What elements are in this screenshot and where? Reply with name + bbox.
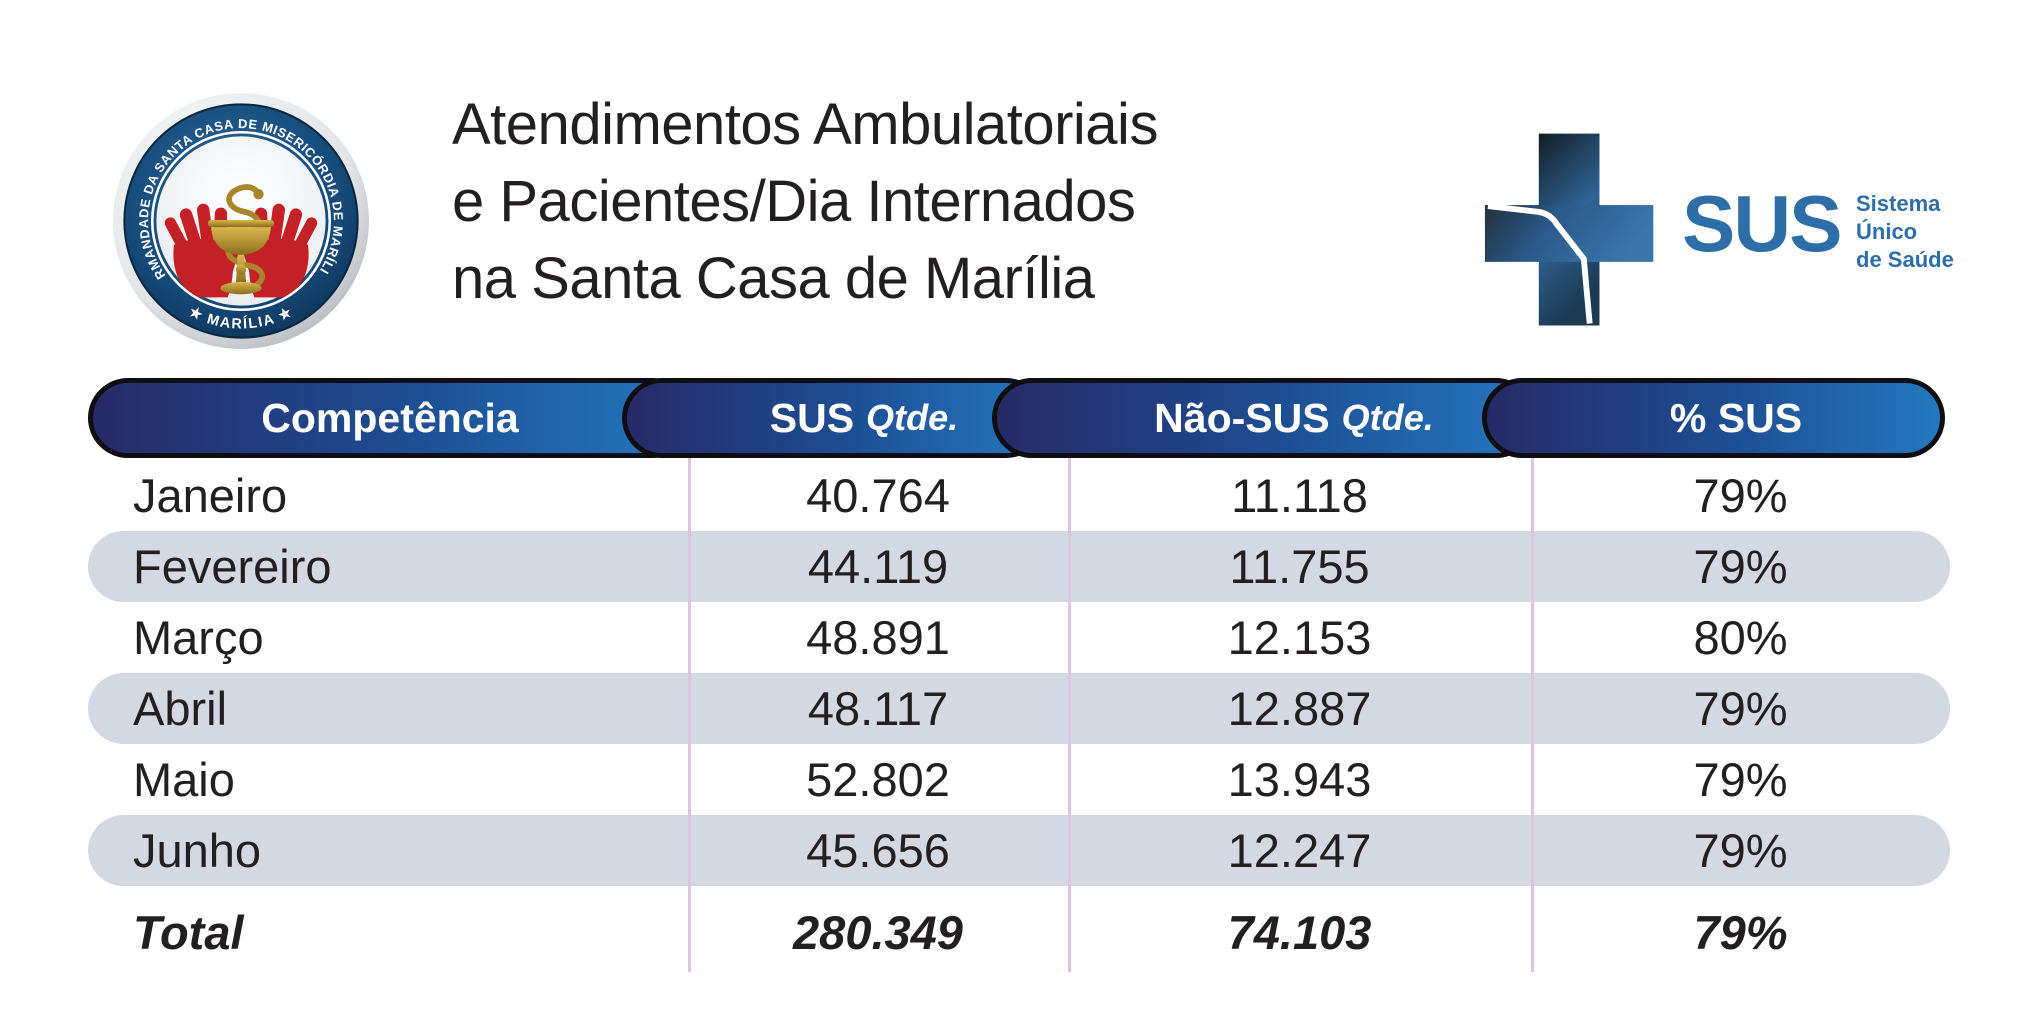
cell-nao-sus-qtde: 13.943 bbox=[1227, 753, 1372, 806]
header-qualifier: Qtde. bbox=[866, 397, 959, 438]
column-separator bbox=[1531, 458, 1534, 972]
cell-pct-sus: 79% bbox=[1693, 753, 1788, 806]
cell-total-nao-sus: 74.103 bbox=[1227, 905, 1372, 959]
column-separator bbox=[1068, 458, 1071, 972]
page-title: Atendimentos Ambulatoriais e Pacientes/D… bbox=[452, 86, 1158, 317]
cell-sus-qtde: 44.119 bbox=[807, 540, 949, 593]
header-label: Competência bbox=[261, 394, 519, 441]
table-row-fevereiro: Fevereiro 44.119 11.755 79% bbox=[88, 531, 1950, 602]
title-line-2: e Pacientes/Dia Internados bbox=[452, 169, 1136, 234]
header-label: % SUS bbox=[1669, 394, 1803, 441]
cell-total-sus: 280.349 bbox=[793, 905, 963, 959]
table-row-total: Total 280.349 74.103 79% bbox=[88, 894, 1950, 970]
header-label: SUS bbox=[769, 394, 855, 441]
table-row-maio: Maio 52.802 13.943 79% bbox=[88, 744, 1950, 815]
header-cell-sus: SUS Qtde. bbox=[622, 378, 1046, 458]
cell-nao-sus-qtde: 12.247 bbox=[1227, 824, 1372, 877]
title-line-3: na Santa Casa de Marília bbox=[452, 246, 1095, 311]
sus-subtitle-line-3: de Saúde bbox=[1856, 247, 1954, 272]
sus-subtitle: Sistema Único de Saúde bbox=[1856, 190, 1954, 274]
chalice-icon bbox=[207, 184, 275, 295]
header-cell-nao-sus: Não-SUS Qtde. bbox=[992, 378, 1536, 458]
sus-logo: SUS Sistema Único de Saúde bbox=[1482, 130, 2012, 345]
cell-sus-qtde: 52.802 bbox=[806, 753, 950, 806]
cell-pct-sus: 79% bbox=[1693, 824, 1788, 877]
column-separator bbox=[688, 458, 691, 972]
cell-month: Junho bbox=[133, 824, 262, 877]
table-row-abril: Abril 48.117 12.887 79% bbox=[88, 673, 1950, 744]
table-body: Janeiro 40.764 11.118 79% Fevereiro 44.1… bbox=[88, 460, 1950, 970]
cell-total-pct: 79% bbox=[1693, 905, 1788, 959]
header-cell-competencia: Competência bbox=[88, 378, 692, 458]
title-line-1: Atendimentos Ambulatoriais bbox=[452, 92, 1158, 157]
header-cell-pct-sus: % SUS bbox=[1482, 378, 1945, 458]
cell-nao-sus-qtde: 11.755 bbox=[1229, 540, 1370, 593]
header-label: Não-SUS bbox=[1154, 394, 1330, 441]
sus-acronym: SUS bbox=[1682, 179, 1842, 268]
cell-month: Maio bbox=[133, 753, 235, 806]
seal-white-ring bbox=[150, 130, 332, 312]
table-row-junho: Junho 45.656 12.247 79% bbox=[88, 815, 1950, 886]
cell-pct-sus: 79% bbox=[1693, 469, 1788, 522]
cell-month: Janeiro bbox=[133, 469, 288, 522]
cell-pct-sus: 80% bbox=[1693, 611, 1788, 664]
cell-nao-sus-qtde: 12.153 bbox=[1227, 611, 1372, 664]
table-row-marco: Março 48.891 12.153 80% bbox=[88, 602, 1950, 673]
cell-sus-qtde: 48.891 bbox=[806, 611, 950, 664]
santa-casa-logo: IRMANDADE DA SANTA CASA DE MISERICÓRDIA … bbox=[112, 92, 369, 349]
header-qualifier: Qtde. bbox=[1341, 397, 1434, 438]
cell-sus-qtde: 45.656 bbox=[806, 824, 950, 877]
cell-nao-sus-qtde: 11.118 bbox=[1231, 469, 1368, 522]
table-row-janeiro: Janeiro 40.764 11.118 79% bbox=[88, 460, 1950, 531]
cell-month: Fevereiro bbox=[133, 540, 332, 593]
sus-subtitle-line-1: Sistema bbox=[1856, 191, 1941, 216]
cell-nao-sus-qtde: 12.887 bbox=[1227, 682, 1372, 735]
cell-month: Março bbox=[133, 611, 264, 664]
sus-subtitle-line-2: Único bbox=[1856, 219, 1918, 244]
cell-sus-qtde: 40.764 bbox=[806, 469, 950, 522]
cell-total-label: Total bbox=[133, 905, 244, 959]
cell-month: Abril bbox=[133, 682, 228, 735]
cell-pct-sus: 79% bbox=[1693, 682, 1788, 735]
sus-cross-icon bbox=[1484, 133, 1654, 326]
cell-pct-sus: 79% bbox=[1693, 540, 1788, 593]
cell-sus-qtde: 48.117 bbox=[807, 682, 949, 735]
